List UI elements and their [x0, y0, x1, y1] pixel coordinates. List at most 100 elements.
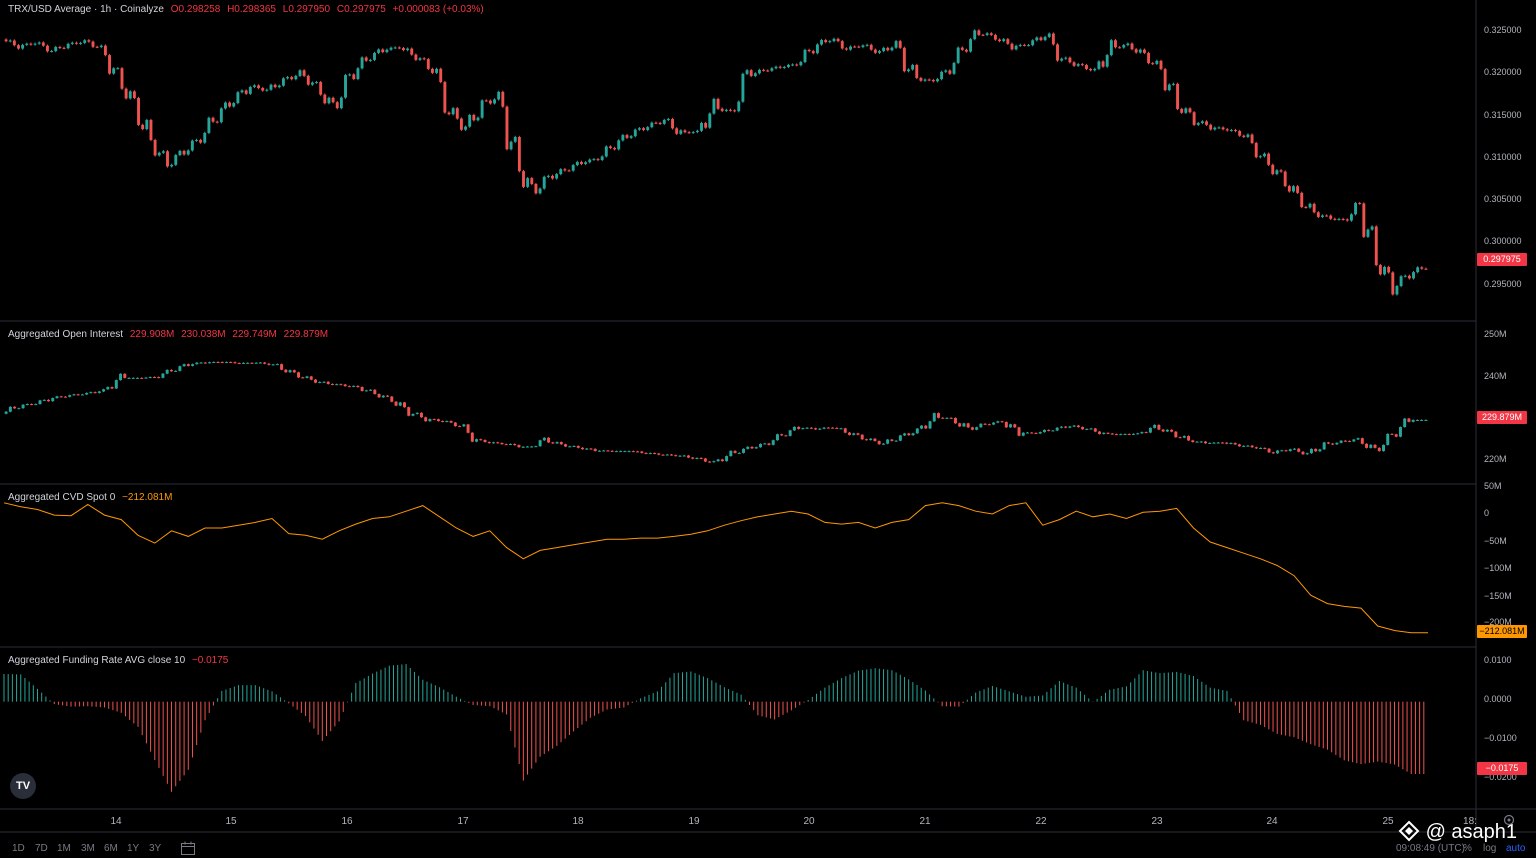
calendar-icon[interactable] [180, 840, 196, 856]
price-candle [199, 139, 203, 143]
ohlc-open: O0.298258 [170, 4, 221, 15]
cvd-header: Aggregated CVD Spot 0 −212.081M [8, 492, 176, 503]
price-candle [224, 102, 227, 109]
price-candle [1159, 60, 1163, 70]
oi-candle [250, 362, 254, 364]
price-candle [95, 46, 99, 48]
oi-candle [1127, 434, 1131, 436]
tradingview-logo[interactable]: TV [10, 773, 36, 799]
oi-candle [309, 376, 313, 380]
oi-candle [21, 404, 25, 409]
oi-candle [720, 459, 724, 462]
price-candle [873, 49, 877, 53]
oi-candle [712, 461, 716, 463]
oi-candle [1271, 452, 1275, 454]
oi-candle [1170, 429, 1174, 432]
oi-candle [288, 370, 292, 373]
timeframe-6m[interactable]: 6M [104, 843, 118, 854]
oi-candle [809, 427, 813, 429]
oi-candle [152, 377, 156, 379]
cvd-label[interactable]: Aggregated CVD Spot 0 [8, 492, 116, 503]
timeframe-3m[interactable]: 3M [81, 843, 95, 854]
oi-candle [1314, 448, 1318, 452]
price-header: TRX/USD Average · 1h · Coinalyze O0.2982… [8, 4, 488, 15]
price-candle [286, 77, 290, 79]
oi-candle [551, 442, 555, 444]
oi-candle [1301, 451, 1305, 455]
oi-candle [453, 422, 457, 427]
oi-candle [898, 435, 902, 441]
price-candle [476, 117, 480, 121]
timeframe-1y[interactable]: 1Y [127, 843, 140, 854]
price-candle [1238, 131, 1242, 136]
price-candle [4, 39, 8, 42]
price-candle [509, 141, 513, 150]
price-candle [592, 159, 596, 161]
oi-candle [466, 424, 470, 433]
price-candle [1200, 121, 1204, 124]
timeframe-1d[interactable]: 1D [12, 843, 25, 854]
oi-candle [496, 442, 500, 444]
oi-candle [1382, 444, 1385, 452]
price-candle [257, 85, 261, 89]
symbol-title[interactable]: TRX/USD Average · 1h · Coinalyze [8, 4, 164, 15]
price-candle [517, 136, 521, 172]
price-candle [211, 117, 215, 122]
oi-candle [759, 443, 762, 448]
price-candle [1213, 127, 1217, 130]
price-candle [807, 49, 811, 52]
oi-label[interactable]: Aggregated Open Interest [8, 329, 124, 340]
price-candle [124, 88, 128, 99]
oi-candle [85, 392, 89, 395]
price-candle [853, 46, 857, 48]
price-candle [915, 64, 919, 78]
price-candle [820, 40, 824, 45]
settings-gear-icon[interactable] [1502, 813, 1516, 827]
oi-candle [1119, 434, 1123, 436]
oi-candle [1398, 427, 1402, 437]
oi-candle [364, 390, 368, 392]
price-candle [66, 43, 70, 49]
oi-candle [754, 447, 758, 449]
oi-candle [576, 445, 580, 448]
price-candle [1134, 49, 1138, 53]
oi-candle [517, 445, 521, 448]
price-candle [956, 47, 960, 63]
oi-candle [729, 450, 733, 457]
price-candle [505, 106, 509, 150]
auto-toggle[interactable]: auto [1506, 843, 1526, 854]
oi-candle [869, 438, 873, 440]
price-candle [484, 100, 488, 102]
oi-candle [169, 369, 173, 372]
price-candle [1093, 68, 1097, 71]
timeframe-7d[interactable]: 7D [35, 843, 48, 854]
oi-candle [1191, 440, 1195, 443]
oi-candle [8, 406, 12, 412]
oi-candle [1110, 433, 1114, 435]
price-candle [575, 161, 579, 166]
oi-candle [839, 428, 843, 430]
price-candle [1031, 40, 1035, 46]
oi-candle [746, 446, 750, 449]
oi-candle [51, 398, 55, 402]
price-candle [1412, 272, 1415, 279]
price-candle [534, 184, 538, 194]
x-label: 21 [919, 816, 931, 827]
price-candle [745, 70, 749, 74]
oi-candle [360, 387, 364, 391]
percent-toggle[interactable]: % [1463, 843, 1472, 854]
price-candle [74, 42, 78, 44]
log-toggle[interactable]: log [1483, 843, 1497, 854]
oi-candle [1216, 442, 1220, 444]
price-candle [567, 170, 571, 172]
timeframe-1m[interactable]: 1M [57, 843, 71, 854]
timeframe-3y[interactable]: 3Y [149, 843, 162, 854]
price-candle [679, 130, 683, 134]
cvd-tick: −200M [1484, 617, 1512, 627]
price-candle [393, 47, 397, 49]
price-candle [919, 77, 923, 81]
funding-label[interactable]: Aggregated Funding Rate AVG close 10 [8, 655, 186, 666]
price-candle [1109, 40, 1113, 56]
oi-candle [1305, 453, 1309, 455]
